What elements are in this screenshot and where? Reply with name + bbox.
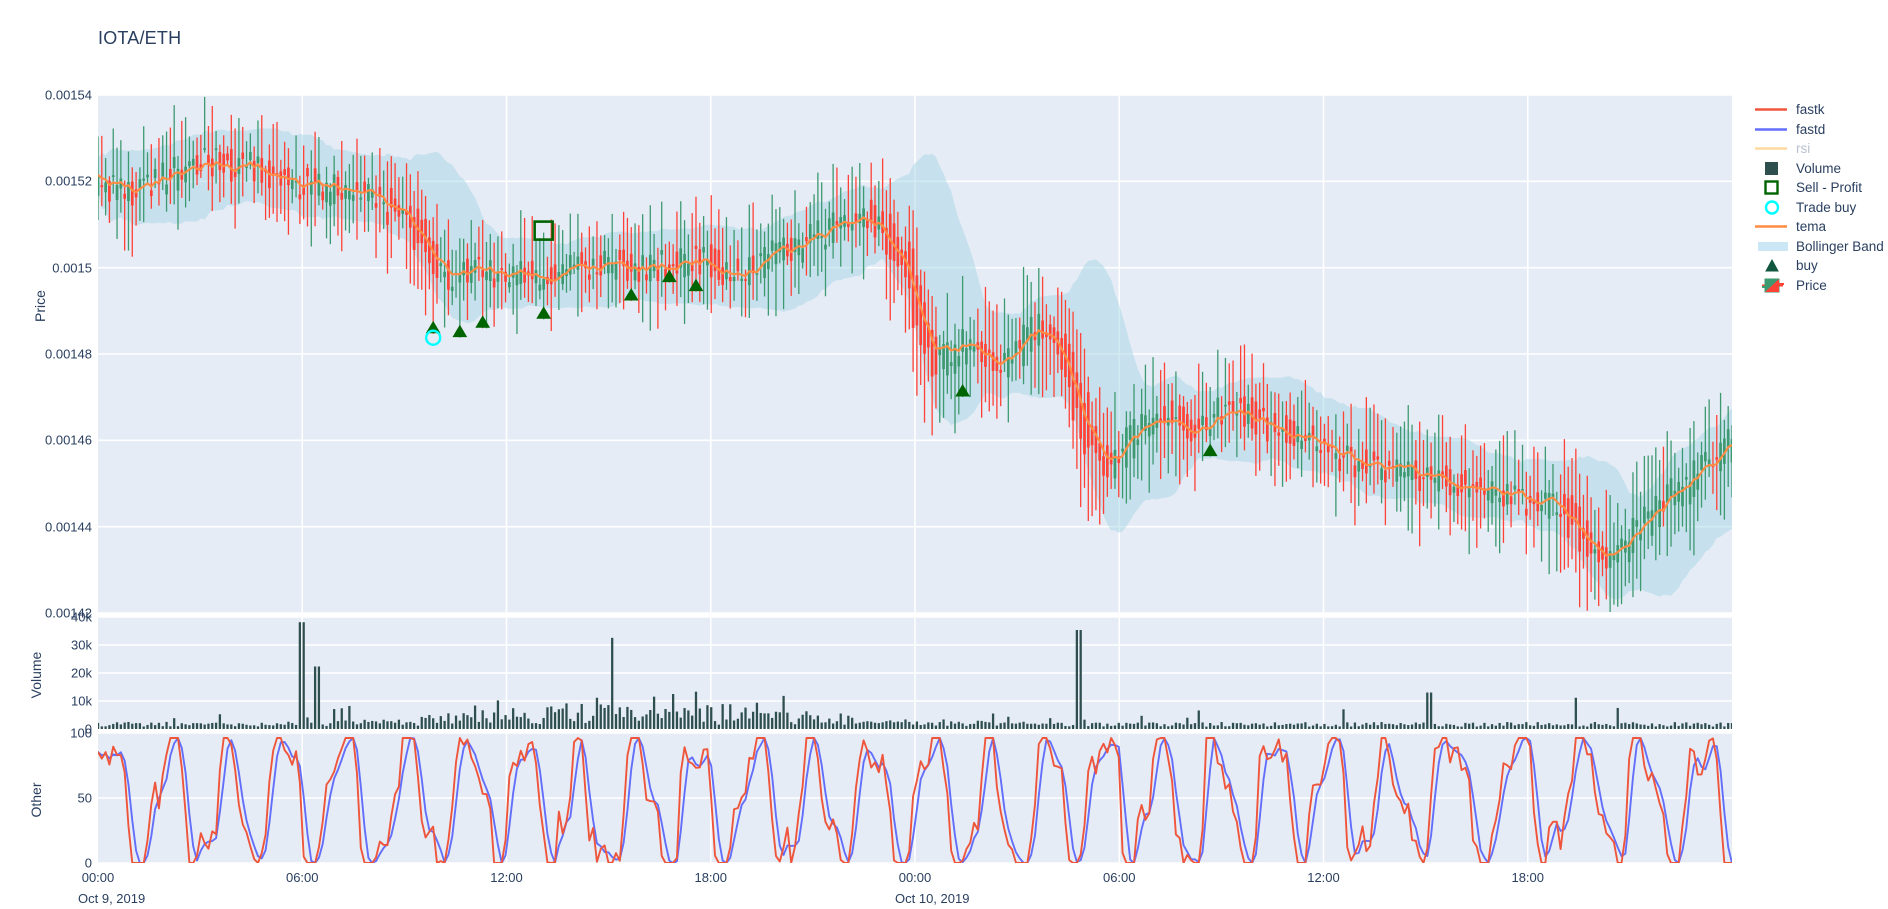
x-axis-tick-label: 06:00 xyxy=(285,870,319,885)
legend-item-label: Trade buy xyxy=(1796,199,1857,215)
other-axis-title: Other xyxy=(28,782,44,818)
legend-item-label: buy xyxy=(1796,258,1818,274)
candle-icon xyxy=(1752,276,1790,295)
legend-item-label: rsi xyxy=(1796,141,1811,157)
x-axis-period-label: Oct 10, 2019 xyxy=(895,891,970,906)
volume-axis-title: Volume xyxy=(28,651,44,699)
line-icon xyxy=(1752,120,1790,139)
axis-tick-label: 0 xyxy=(84,855,92,871)
band-icon xyxy=(1752,237,1790,256)
line-icon xyxy=(1752,217,1790,236)
price-plot[interactable] xyxy=(98,95,1732,613)
legend-item-label: Sell - Profit xyxy=(1796,180,1863,196)
other-plot[interactable] xyxy=(98,733,1732,863)
square-filled-icon xyxy=(1752,159,1790,178)
x-axis-tick-label: 12:00 xyxy=(490,870,523,885)
x-axis-period-label: Oct 9, 2019 xyxy=(78,891,146,906)
axis-tick-label: 0.00154 xyxy=(45,87,92,103)
x-axis-tick-label: 12:00 xyxy=(1307,870,1340,885)
price-axis-title: Price xyxy=(32,290,48,322)
axis-tick-label: 30k xyxy=(71,637,92,653)
axis-tick-label: 0 xyxy=(84,721,92,737)
legend-item-label: Volume xyxy=(1796,160,1842,176)
volume-plot[interactable] xyxy=(98,617,1732,729)
line-icon xyxy=(1752,139,1790,158)
axis-tick-label: 50 xyxy=(77,790,92,806)
x-axis-tick-label: 00:00 xyxy=(898,870,932,885)
legend-item-rsi[interactable]: rsi xyxy=(1752,139,1888,159)
legend-item-fastd[interactable]: fastd xyxy=(1752,120,1888,140)
axis-tick-label: 0.00152 xyxy=(45,173,92,189)
legend-item-label: fastd xyxy=(1796,121,1826,137)
triangle-up-icon xyxy=(1752,256,1790,275)
legend-item-fastk[interactable]: fastk xyxy=(1752,100,1888,120)
legend-item-bollinger-band[interactable]: Bollinger Band xyxy=(1752,237,1888,257)
other-axis-ticks: 100 50 0 xyxy=(6,726,92,871)
price-axis-ticks: 0.00154 0.00152 0.0015 0.00148 0.00146 0.0014… xyxy=(6,88,92,621)
legend-item-volume[interactable]: Volume xyxy=(1752,159,1888,179)
volume-axis-ticks: 40k 30k 20k 10k 0 xyxy=(6,610,92,737)
page-title: IOTA/ETH xyxy=(98,28,182,48)
legend-item-label: Bollinger Band xyxy=(1796,238,1884,254)
axis-tick-label: 0.00142 xyxy=(45,605,92,621)
legend-item-sell-profit[interactable]: Sell - Profit xyxy=(1752,178,1888,198)
x-axis-tick-label: 18:00 xyxy=(1511,870,1545,885)
axis-tick-label: 20k xyxy=(71,665,92,681)
axis-tick-label: 0.0015 xyxy=(52,260,92,276)
legend-item-trade-buy[interactable]: Trade buy xyxy=(1752,198,1888,218)
legend-item-label: Price xyxy=(1796,277,1827,293)
line-icon xyxy=(1752,100,1790,119)
axis-tick-label: 100 xyxy=(70,725,92,741)
axis-tick-label: 0.00148 xyxy=(45,346,92,362)
x-axis-tick-label: 18:00 xyxy=(694,870,728,885)
axis-tick-label: 10k xyxy=(71,693,92,709)
circle-open-icon xyxy=(1752,198,1790,217)
axis-tick-label: 40k xyxy=(71,609,92,625)
legend-item-label: tema xyxy=(1796,219,1827,235)
axis-tick-label: 0.00144 xyxy=(45,519,92,535)
x-axis-tick-label: 06:00 xyxy=(1102,870,1136,885)
axis-tick-label: 0.00146 xyxy=(45,432,92,448)
square-open-icon xyxy=(1752,178,1790,197)
legend-item-buy[interactable]: buy xyxy=(1752,256,1888,276)
legend-item-label: fastk xyxy=(1796,102,1825,118)
legend-item-tema[interactable]: tema xyxy=(1752,217,1888,237)
x-axis-tick-label: 00:00 xyxy=(81,870,115,885)
legend-item-price[interactable]: Price xyxy=(1752,276,1888,296)
chart-legend[interactable]: fastk fastd rsi Volume Sell - Profit Trade bu… xyxy=(1752,100,1888,295)
